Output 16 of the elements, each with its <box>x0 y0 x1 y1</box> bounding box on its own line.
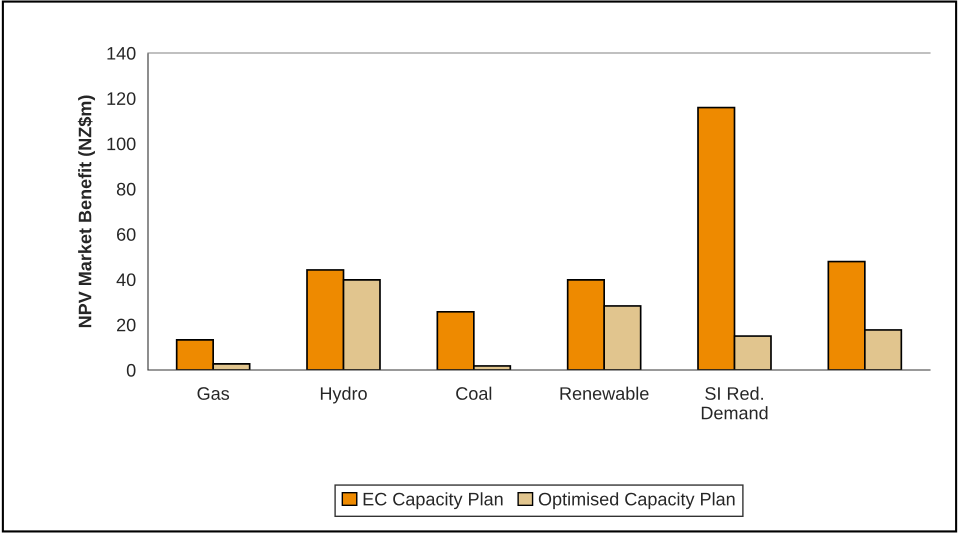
y-tick-label: 0 <box>126 364 136 377</box>
y-axis-title: NPV Market Benefit (NZ$m) <box>78 96 95 328</box>
x-tick-label: Hydro <box>320 386 367 404</box>
y-tick-label: 80 <box>116 182 136 196</box>
y-tick-label: 20 <box>117 318 136 332</box>
y-tick-label: 100 <box>107 138 136 150</box>
x-tick-label: SI Red. Demand <box>702 386 768 420</box>
legend-label: Optimised Capacity Plan <box>538 492 735 510</box>
y-tick-label: 120 <box>107 92 136 106</box>
x-tick-label: Renewable <box>560 386 649 400</box>
y-tick-label: 140 <box>107 46 136 60</box>
x-tick-label: Coal <box>456 386 492 400</box>
x-tick-label: Gas <box>198 387 230 400</box>
legend-label: EC Capacity Plan <box>364 492 503 510</box>
y-tick-label: 40 <box>116 273 136 286</box>
y-tick-label: 60 <box>117 228 136 241</box>
